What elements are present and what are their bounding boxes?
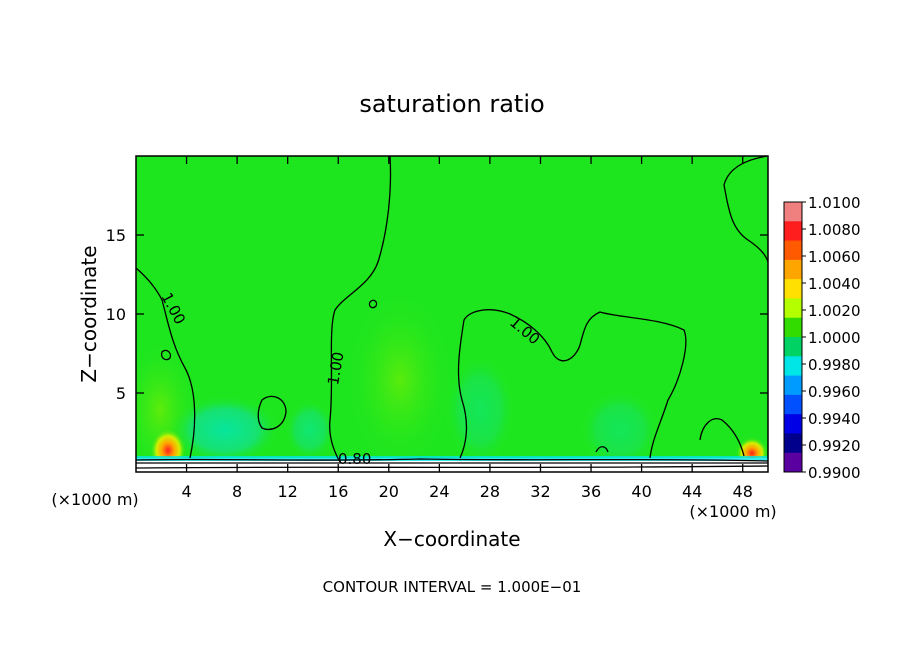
dry-patch xyxy=(580,390,660,470)
colorbar-swatch xyxy=(784,394,802,415)
colorbar-label: 0.9920 xyxy=(808,437,861,455)
colorbar-swatch xyxy=(784,433,802,454)
plot-area: 1.001.001.000.80 xyxy=(136,156,768,472)
x-tick-label: 40 xyxy=(631,482,651,501)
x-tick-label: 20 xyxy=(379,482,399,501)
colorbar-swatch xyxy=(784,375,802,396)
colorbar-swatch xyxy=(784,279,802,299)
contour-lines xyxy=(136,156,768,469)
colorbar-label: 1.0040 xyxy=(808,275,861,293)
dry-patch xyxy=(170,395,280,465)
moist-patch xyxy=(345,290,455,470)
x-axis-ticks: 4 8 12 16 20 24 28 32 36 40 44 48 xyxy=(181,156,753,501)
x-tick-label: 44 xyxy=(682,482,702,501)
colorbar-swatch xyxy=(784,240,802,261)
x-tick-label: 16 xyxy=(328,482,348,501)
colorbar-swatch xyxy=(784,317,802,338)
dry-patch xyxy=(445,355,515,465)
colorbar-swatch xyxy=(784,298,802,319)
y-tick-label: 15 xyxy=(106,226,126,245)
x-tick-label: 24 xyxy=(429,482,449,501)
colorbar: 1.0100 1.0080 1.0060 1.0040 1.0020 1.0000 0.99… xyxy=(783,194,861,482)
colorbar-label: 0.9960 xyxy=(808,383,861,401)
x-unit-left: (×1000 m) xyxy=(51,490,138,509)
colorbar-swatch xyxy=(784,202,802,222)
colorbar-swatch xyxy=(784,414,802,434)
contour-interval-footer: CONTOUR INTERVAL = 1.000E−01 xyxy=(323,578,582,596)
colorbar-label: 0.9900 xyxy=(808,464,861,482)
y-tick-label: 10 xyxy=(106,305,126,324)
colorbar-label: 0.9980 xyxy=(808,356,861,374)
x-tick-label: 36 xyxy=(581,482,601,501)
colorbar-swatch xyxy=(784,221,802,242)
colorbar-swatch xyxy=(784,259,802,280)
contour-label: 0.80 xyxy=(338,450,371,468)
x-tick-label: 4 xyxy=(181,482,191,501)
surface-band xyxy=(136,456,768,461)
x-tick-label: 28 xyxy=(480,482,500,501)
y-tick-label: 5 xyxy=(116,384,126,403)
colorbar-label: 1.0060 xyxy=(808,248,861,266)
x-unit-right: (×1000 m) xyxy=(689,502,776,521)
chart-title: saturation ratio xyxy=(359,90,544,118)
colorbar-label: 1.0020 xyxy=(808,302,861,320)
x-tick-label: 48 xyxy=(733,482,753,501)
y-axis-label: Z−coordinate xyxy=(77,245,101,382)
contour-label: 1.00 xyxy=(324,350,348,386)
colorbar-label: 1.0080 xyxy=(808,221,861,239)
x-tick-label: 32 xyxy=(530,482,550,501)
colorbar-swatch xyxy=(784,356,802,377)
x-axis-label: X−coordinate xyxy=(383,527,520,551)
y-axis-ticks: 5 10 15 xyxy=(106,226,768,403)
colorbar-swatch xyxy=(784,337,802,357)
x-tick-label: 12 xyxy=(278,482,298,501)
surface-layer xyxy=(136,458,768,472)
colorbar-label: 1.0100 xyxy=(808,194,861,212)
colorbar-label: 0.9940 xyxy=(808,410,861,428)
x-tick-label: 8 xyxy=(232,482,242,501)
colorbar-swatch xyxy=(784,452,802,473)
dry-patch xyxy=(285,400,335,460)
colorbar-label: 1.0000 xyxy=(808,329,861,347)
